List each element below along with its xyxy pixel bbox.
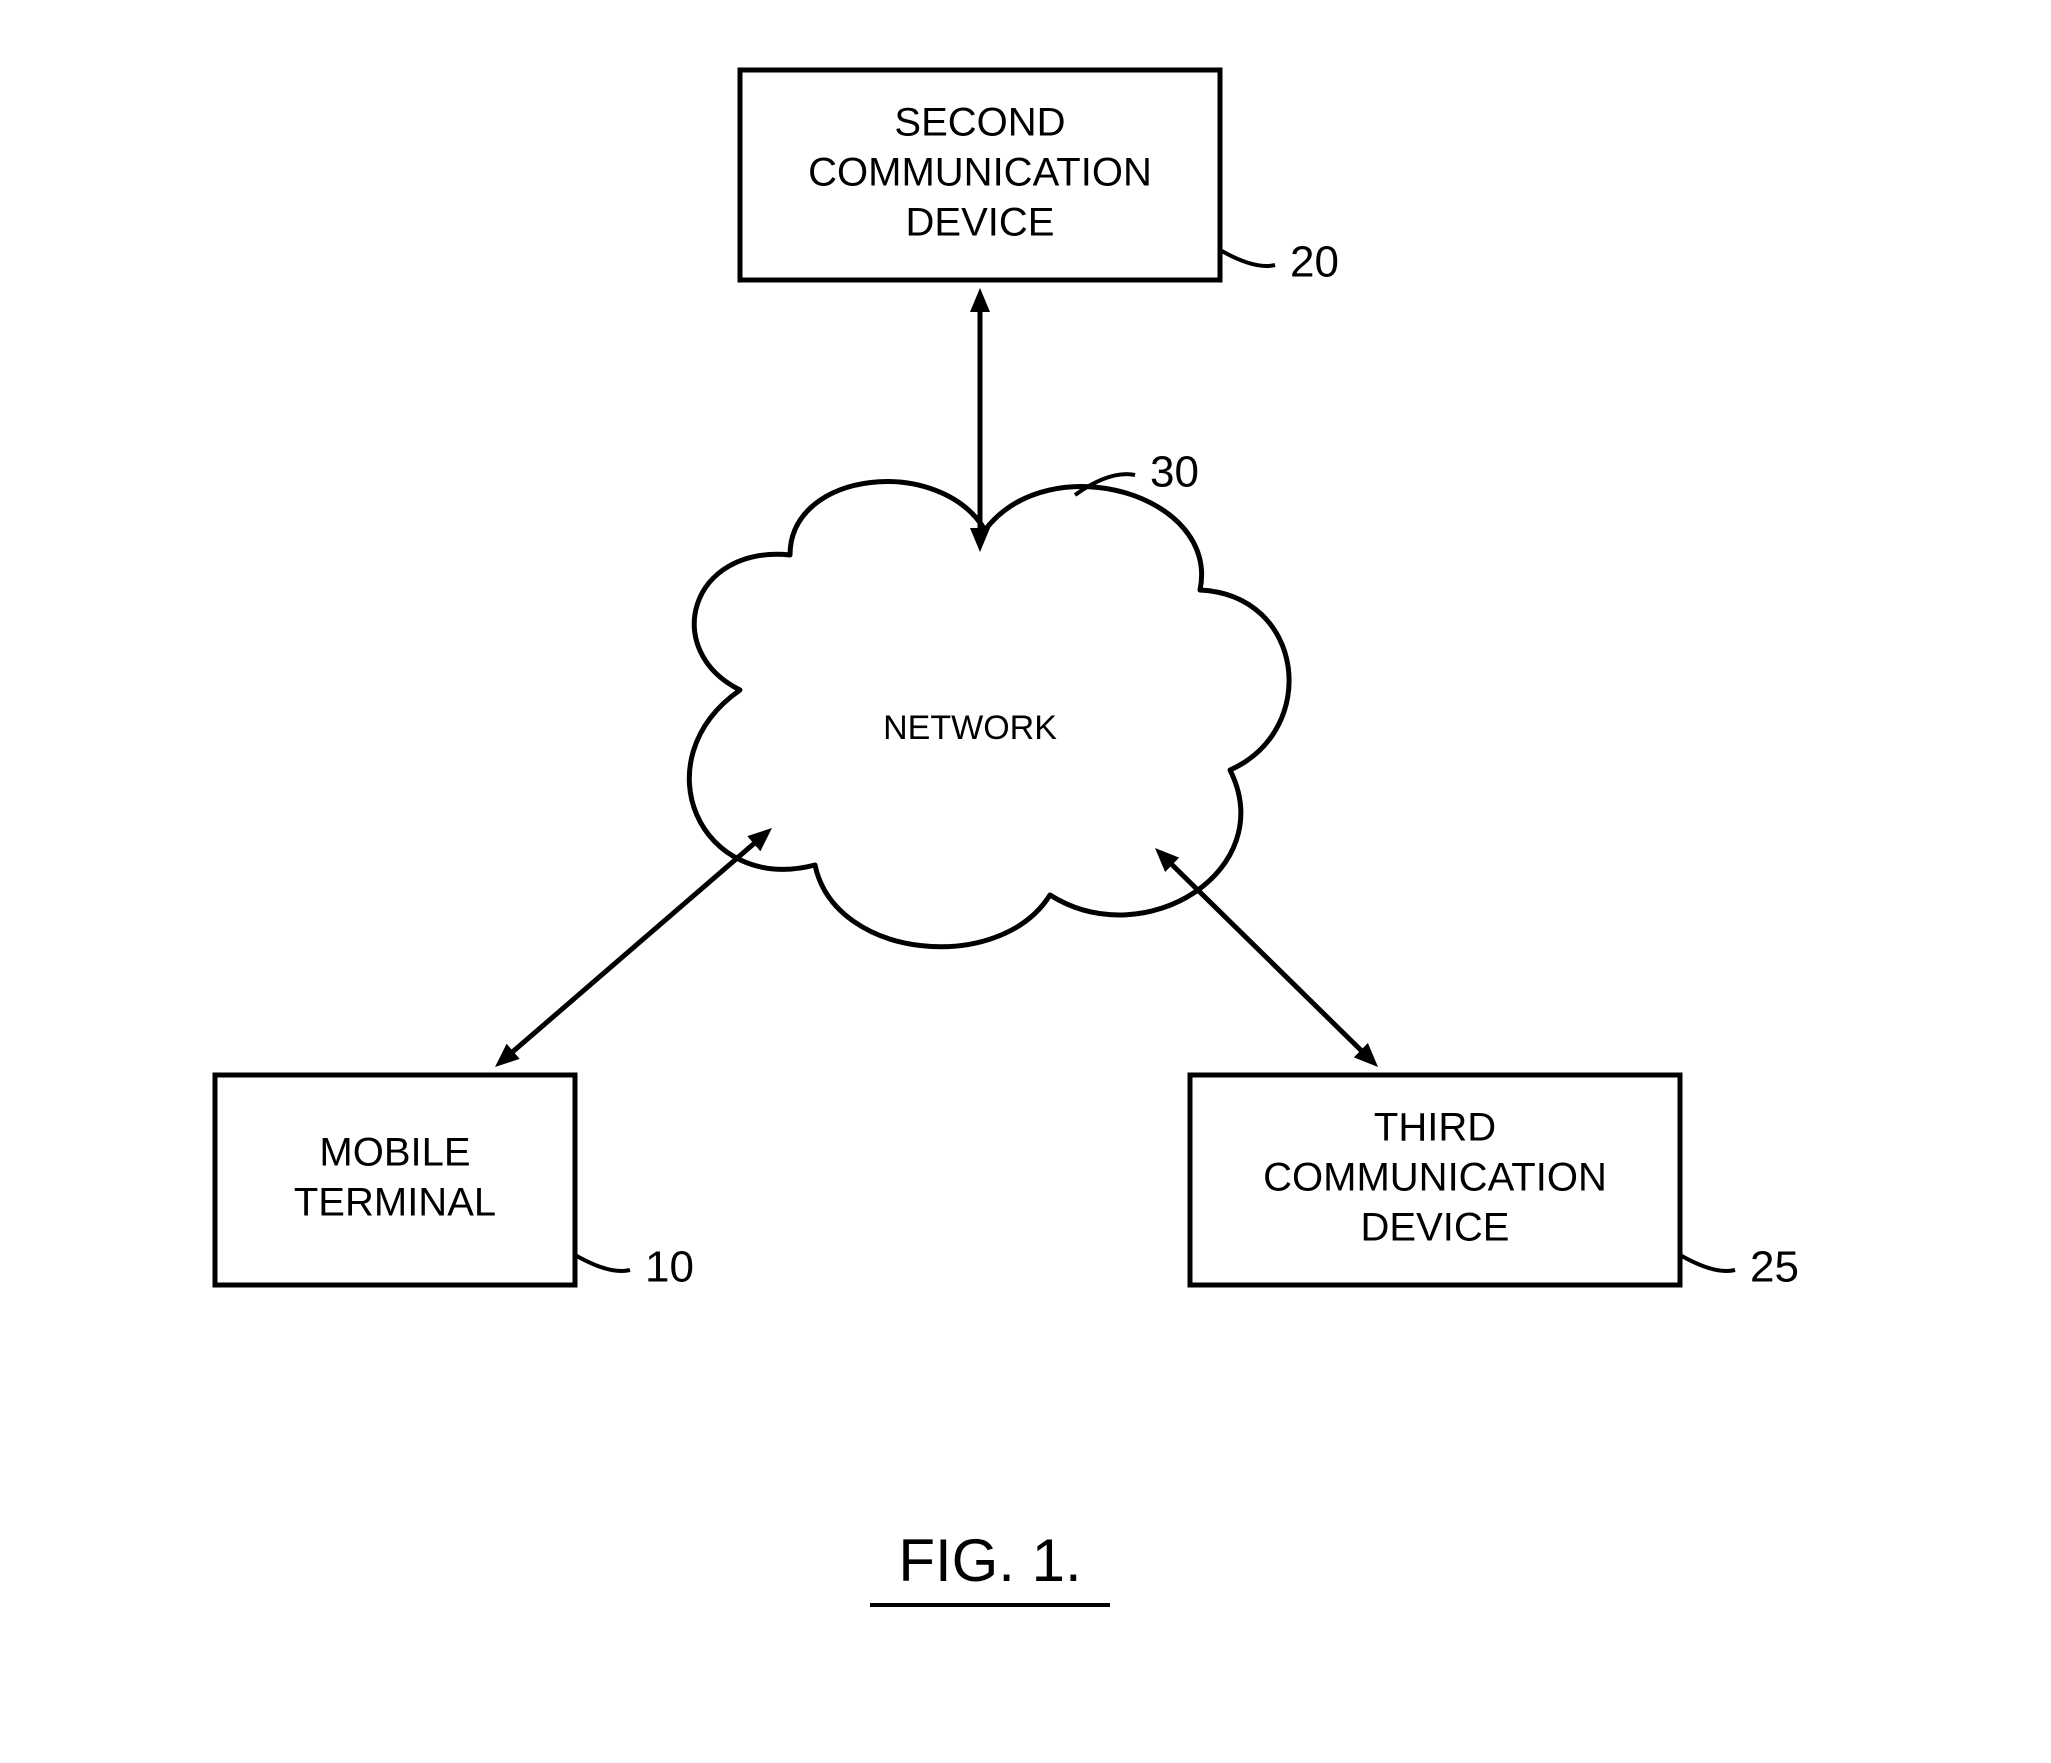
arrow-2: [1155, 848, 1378, 1067]
box_left-ref: 10: [645, 1243, 694, 1292]
cloud-label: NETWORK: [883, 709, 1057, 747]
box_right-label: DEVICE: [1361, 1206, 1510, 1250]
box_top-ref: 20: [1290, 238, 1339, 287]
box_right: THIRD COMMUNICATION DEVICE 25: [1190, 1075, 1799, 1292]
box_top-label: COMMUNICATION: [808, 151, 1152, 195]
box_right-label: COMMUNICATION: [1263, 1156, 1607, 1200]
box_top: SECOND COMMUNICATION DEVICE 20: [740, 70, 1339, 287]
box_top-label: DEVICE: [906, 201, 1055, 245]
box_left-leader: [575, 1255, 630, 1271]
cloud: NETWORK 30: [689, 448, 1289, 947]
box_top-label: SECOND: [894, 101, 1065, 145]
box_left: MOBILE TERMINAL 10: [215, 1075, 694, 1292]
box_left-label: TERMINAL: [294, 1181, 496, 1225]
box_right-leader: [1680, 1255, 1735, 1271]
box_right-ref: 25: [1750, 1243, 1799, 1292]
arrow-1: [495, 828, 772, 1067]
box_left-label: MOBILE: [319, 1131, 470, 1175]
cloud-ref: 30: [1150, 448, 1199, 497]
box_right-label: THIRD: [1374, 1106, 1496, 1150]
box_top-leader: [1220, 250, 1275, 266]
figure-caption: FIG. 1.: [898, 1527, 1081, 1594]
